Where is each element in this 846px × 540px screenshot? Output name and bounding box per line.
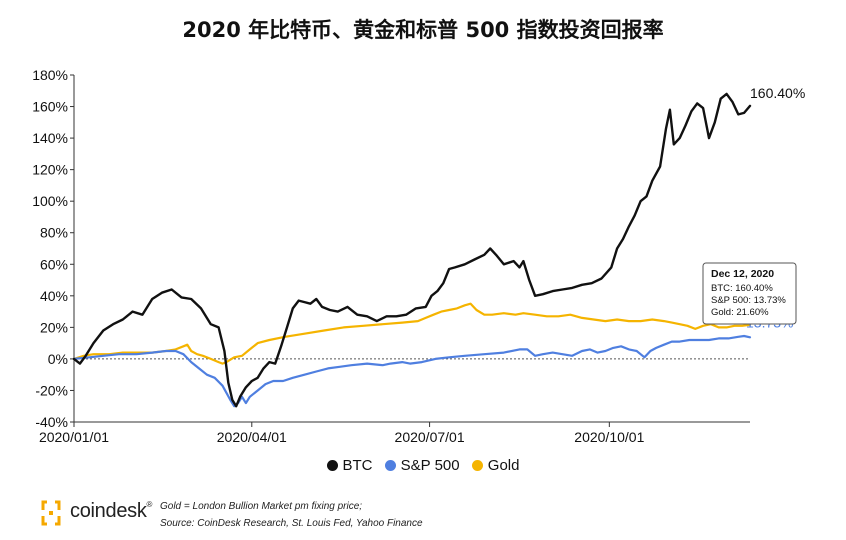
legend-item-gold[interactable]: Gold bbox=[471, 457, 520, 474]
legend-label-sp500: S&P 500 bbox=[400, 457, 460, 474]
tooltip-line: S&P 500: 13.73% bbox=[711, 295, 786, 306]
x-tick-label: 2020/10/01 bbox=[574, 429, 644, 445]
btc-line[interactable] bbox=[72, 92, 752, 408]
coindesk-icon bbox=[41, 500, 61, 526]
y-tick-label: 160% bbox=[32, 99, 68, 115]
y-tick-label: 80% bbox=[40, 225, 68, 241]
footnote-line-2: Source: CoinDesk Research, St. Louis Fed… bbox=[160, 518, 423, 529]
legend-label-btc: BTC bbox=[342, 457, 373, 474]
axes: -40% -20% 0% 20% 40% 60% 80% 100% 120% 140% 160% 18… bbox=[32, 67, 750, 445]
y-tick-label: 120% bbox=[32, 162, 68, 178]
footnote-line-1: Gold = London Bullion Market pm fixing p… bbox=[160, 501, 363, 512]
y-tick-label: 60% bbox=[40, 256, 68, 272]
tooltip-date: Dec 12, 2020 bbox=[711, 268, 774, 280]
legend-label-gold: Gold bbox=[487, 457, 520, 474]
chart-title: 2020 年比特币、黄金和标普 500 指数投资回报率 bbox=[182, 18, 664, 42]
y-tick-label: -20% bbox=[35, 382, 68, 398]
tooltip-line: Gold: 21.60% bbox=[711, 307, 769, 318]
tooltip-line: BTC: 160.40% bbox=[711, 283, 773, 294]
legend-item-btc[interactable]: BTC bbox=[326, 457, 373, 474]
legend-swatch-btc bbox=[326, 460, 338, 471]
tooltip-box bbox=[702, 262, 797, 325]
x-tick-label: 2020/01/01 bbox=[39, 429, 109, 445]
btc-end-label: 160.40% bbox=[750, 85, 805, 101]
y-tick-label: -40% bbox=[35, 414, 68, 430]
footnote: Gold = London Bullion Market pm fixing p… bbox=[160, 498, 423, 532]
legend-item-sp500[interactable]: S&P 500 bbox=[384, 457, 460, 474]
series-lines bbox=[72, 92, 752, 408]
gold-line[interactable] bbox=[72, 302, 752, 365]
y-tick-label: 140% bbox=[32, 130, 68, 146]
tooltip: Dec 12, 2020 BTC: 160.40%S&P 500: 13.73%G… bbox=[702, 262, 797, 325]
brand-name: coindesk® bbox=[70, 500, 153, 522]
y-tick-label: 180% bbox=[32, 67, 68, 83]
x-tick-label: 2020/07/01 bbox=[395, 429, 465, 445]
y-tick-label: 40% bbox=[40, 288, 68, 304]
y-tick-label: 100% bbox=[32, 193, 68, 209]
x-tick-label: 2020/04/01 bbox=[217, 429, 287, 445]
y-tick-label: 0% bbox=[48, 351, 68, 367]
y-tick-label: 20% bbox=[40, 319, 68, 335]
legend-swatch-sp500 bbox=[384, 460, 396, 471]
coindesk-logo: coindesk® bbox=[40, 498, 158, 528]
legend: BTC S&P 500 Gold bbox=[0, 457, 846, 474]
legend-swatch-gold bbox=[471, 460, 483, 471]
sp500-line[interactable] bbox=[72, 334, 752, 408]
